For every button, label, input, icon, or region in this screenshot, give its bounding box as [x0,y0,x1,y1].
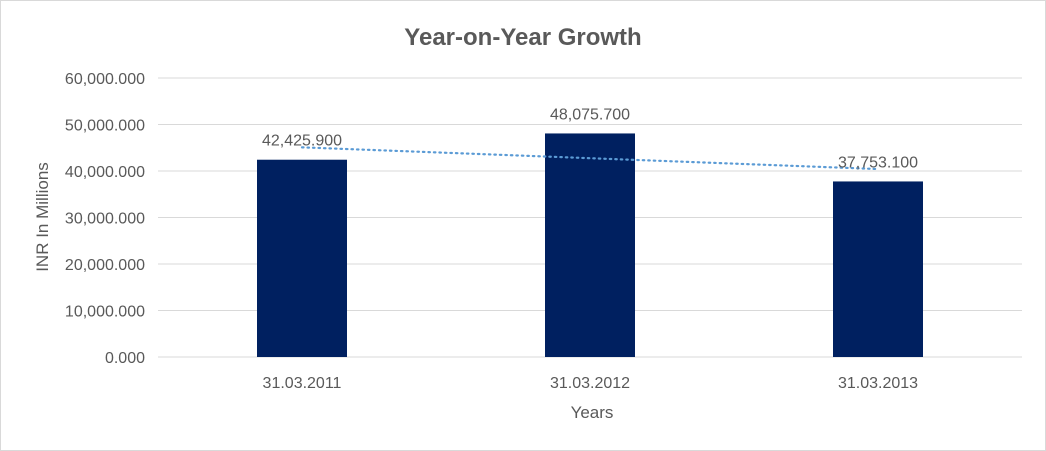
x-tick-label: 31.03.2012 [550,375,630,392]
bar-31.03.2012 [545,133,635,357]
data-label: 37,753.100 [838,154,918,171]
y-tick-label: 10,000.000 [65,304,145,321]
bar-31.03.2011 [257,159,347,357]
trendline [300,146,880,171]
data-label: 42,425.900 [262,133,342,150]
x-axis-label: Years [571,403,614,422]
data-label: 48,075.700 [550,106,630,123]
x-tick-label: 31.03.2011 [263,375,342,392]
y-tick-label: 30,000.000 [65,211,145,228]
y-tick-label: 40,000.000 [65,164,145,181]
x-tick-label: 31.03.2013 [838,375,918,392]
y-tick-label: 20,000.000 [65,257,145,274]
y-tick-label: 60,000.000 [65,71,145,88]
y-axis-label: INR In Millions [33,162,52,272]
y-tick-label: 0.000 [105,350,145,367]
chart-title: Year-on-Year Growth [404,24,641,51]
y-tick-label: 50,000.000 [65,118,145,135]
bar-31.03.2013 [833,181,923,357]
